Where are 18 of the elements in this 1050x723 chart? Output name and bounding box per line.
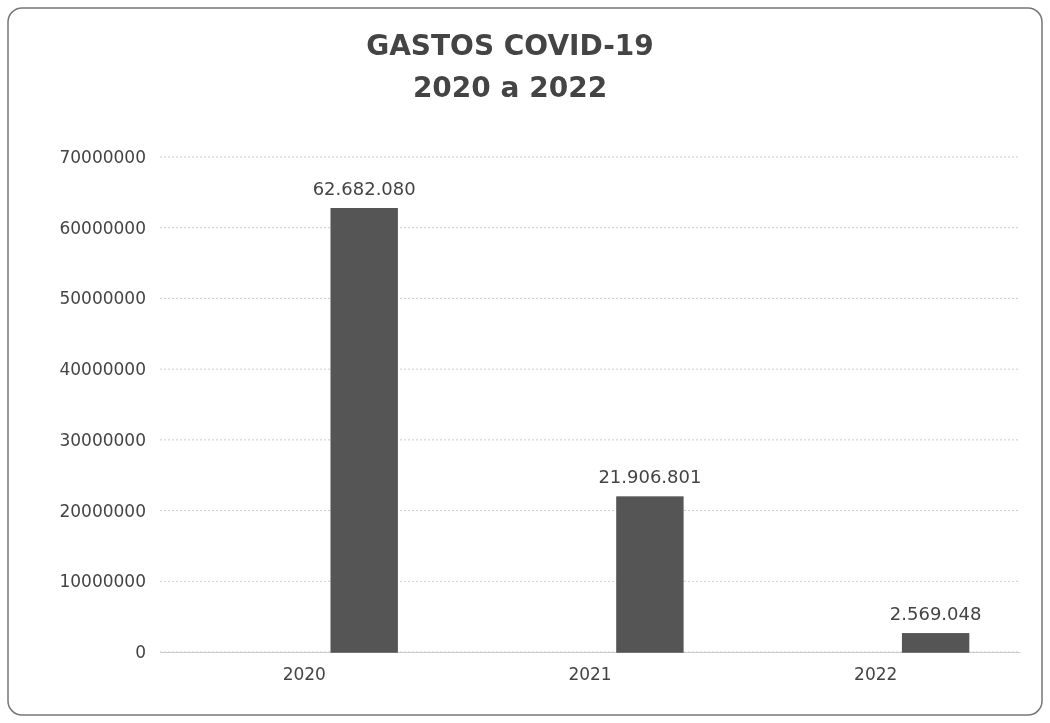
x-tick-label: 2021 — [568, 664, 612, 685]
data-label: 21.906.801 — [598, 466, 702, 488]
x-tick-label: 2020 — [282, 664, 326, 685]
y-tick-label: 10000000 — [59, 571, 146, 592]
y-tick-label: 60000000 — [59, 217, 146, 238]
y-tick-label: 70000000 — [59, 146, 146, 167]
y-tick-label: 40000000 — [59, 359, 146, 380]
data-label: 2.569.048 — [889, 602, 982, 624]
bar — [616, 496, 684, 653]
chart-title: GASTOS COVID-19 2020 a 2022 — [366, 29, 654, 104]
y-tick-label: 30000000 — [59, 429, 146, 450]
y-tick-label: 0 — [135, 641, 146, 662]
bar — [330, 208, 398, 653]
x-tick-label: 2022 — [854, 664, 898, 685]
y-tick-label: 20000000 — [59, 500, 146, 521]
y-tick-label: 50000000 — [59, 288, 146, 309]
bar — [901, 633, 970, 653]
data-label: 62.682.080 — [312, 177, 416, 199]
